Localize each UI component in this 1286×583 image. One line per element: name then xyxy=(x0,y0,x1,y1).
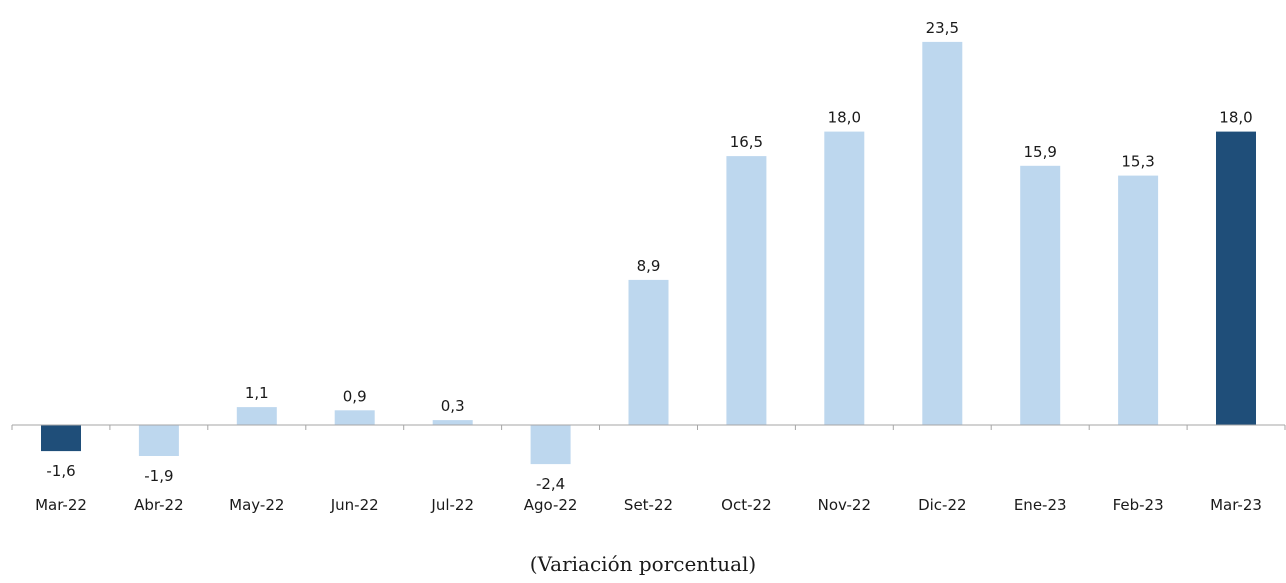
value-label-dic-22: 23,5 xyxy=(926,19,959,37)
bar-may-22 xyxy=(236,407,277,425)
value-label-may-22: 1,1 xyxy=(245,384,269,402)
category-labels-group: Mar-22 Abr-22 May-22 Jun-22 Jul-22 Ago-22 Set-… xyxy=(35,496,1262,514)
value-label-jun-22: 0,9 xyxy=(343,387,367,405)
value-label-abr-22: -1,9 xyxy=(144,467,173,485)
value-labels-group: -1,6 -1,9 1,1 0,9 0,3 -2,4 8,9 16,5 18,0 23,5 15,9… xyxy=(46,19,1252,493)
value-label-feb-23: 15,3 xyxy=(1121,153,1154,171)
bar-jun-22 xyxy=(334,410,375,425)
category-label-jun-22: Jun-22 xyxy=(330,496,379,514)
bar-abr-22 xyxy=(138,425,179,456)
axis-ticks-group xyxy=(11,425,1286,430)
category-label-nov-22: Nov-22 xyxy=(818,496,871,514)
value-label-oct-22: 16,5 xyxy=(730,133,763,151)
bar-set-22 xyxy=(628,279,669,425)
value-label-mar-23: 18,0 xyxy=(1219,109,1252,127)
category-label-ago-22: Ago-22 xyxy=(524,496,578,514)
bar-nov-22 xyxy=(824,131,865,425)
bar-ene-23 xyxy=(1020,165,1061,426)
category-label-set-22: Set-22 xyxy=(624,496,673,514)
value-label-ago-22: -2,4 xyxy=(536,475,565,493)
value-label-nov-22: 18,0 xyxy=(828,109,861,127)
category-label-dic-22: Dic-22 xyxy=(918,496,966,514)
bar-dic-22 xyxy=(922,41,963,426)
value-label-jul-22: 0,3 xyxy=(441,397,465,415)
bar-chart: -1,6 -1,9 1,1 0,9 0,3 -2,4 8,9 16,5 18,0 23,5 15,9… xyxy=(11,19,1286,514)
category-label-mar-23: Mar-23 xyxy=(1210,496,1262,514)
bar-mar-22 xyxy=(41,425,81,452)
category-label-abr-22: Abr-22 xyxy=(134,496,184,514)
category-label-ene-23: Ene-23 xyxy=(1014,496,1067,514)
value-label-mar-22: -1,6 xyxy=(46,462,75,480)
bar-mar-23 xyxy=(1216,131,1256,425)
category-label-mar-22: Mar-22 xyxy=(35,496,87,514)
bar-jul-22 xyxy=(432,420,473,425)
category-label-jul-22: Jul-22 xyxy=(430,496,474,514)
bar-oct-22 xyxy=(726,156,767,425)
category-label-oct-22: Oct-22 xyxy=(721,496,771,514)
chart-caption: (Variación porcentual) xyxy=(529,552,757,576)
bar-ago-22 xyxy=(530,425,571,465)
value-label-set-22: 8,9 xyxy=(637,257,661,275)
bars-group xyxy=(41,41,1256,465)
value-label-ene-23: 15,9 xyxy=(1023,143,1056,161)
category-label-feb-23: Feb-23 xyxy=(1113,496,1164,514)
bar-feb-23 xyxy=(1118,175,1159,425)
category-label-may-22: May-22 xyxy=(229,496,284,514)
